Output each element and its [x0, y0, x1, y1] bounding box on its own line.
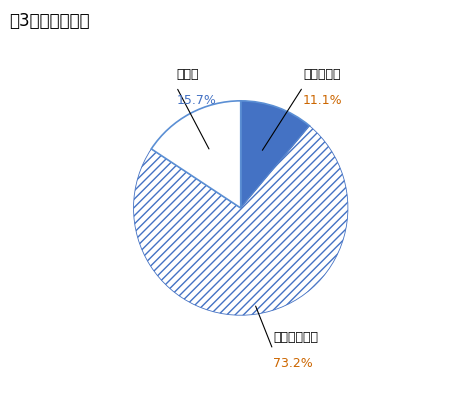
Wedge shape	[134, 127, 348, 316]
Text: 11.1%: 11.1%	[303, 94, 343, 107]
Text: 考えていない: 考えていない	[273, 330, 318, 343]
Text: 15.7%: 15.7%	[177, 94, 216, 107]
Text: 考えている: 考えている	[303, 68, 340, 81]
Text: 73.2%: 73.2%	[273, 356, 312, 369]
Text: 【3　建て替え】: 【3 建て替え】	[9, 12, 90, 30]
Text: 無回答: 無回答	[177, 68, 199, 81]
Wedge shape	[152, 101, 241, 209]
Wedge shape	[241, 101, 310, 209]
